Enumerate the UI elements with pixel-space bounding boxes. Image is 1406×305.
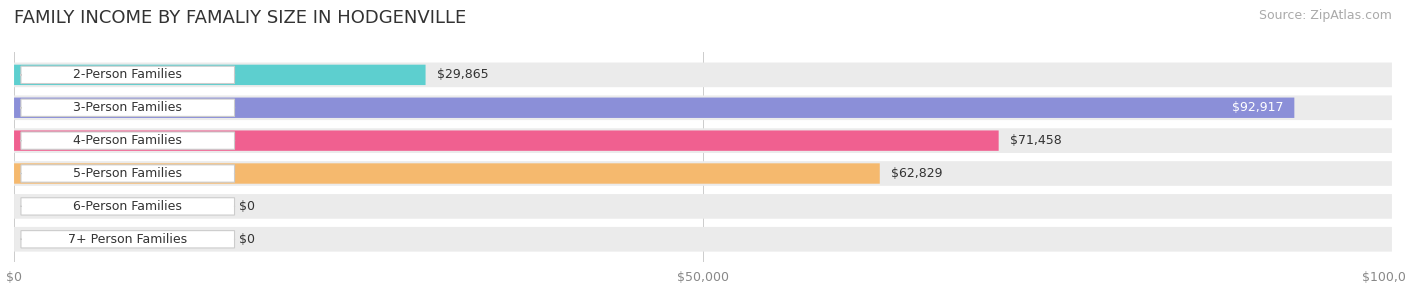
- FancyBboxPatch shape: [21, 99, 235, 117]
- Text: $71,458: $71,458: [1010, 134, 1062, 147]
- FancyBboxPatch shape: [14, 63, 1392, 87]
- FancyBboxPatch shape: [21, 66, 235, 84]
- FancyBboxPatch shape: [21, 132, 235, 149]
- Text: 4-Person Families: 4-Person Families: [73, 134, 183, 147]
- FancyBboxPatch shape: [14, 161, 1392, 186]
- FancyBboxPatch shape: [21, 165, 235, 182]
- Text: 2-Person Families: 2-Person Families: [73, 68, 183, 81]
- FancyBboxPatch shape: [14, 128, 1392, 153]
- FancyBboxPatch shape: [14, 65, 426, 85]
- Text: 6-Person Families: 6-Person Families: [73, 200, 183, 213]
- Text: $29,865: $29,865: [437, 68, 488, 81]
- FancyBboxPatch shape: [14, 194, 1392, 219]
- Text: 7+ Person Families: 7+ Person Families: [67, 233, 187, 246]
- Text: $0: $0: [239, 200, 254, 213]
- Text: $0: $0: [239, 233, 254, 246]
- FancyBboxPatch shape: [14, 98, 1295, 118]
- Text: FAMILY INCOME BY FAMALIY SIZE IN HODGENVILLE: FAMILY INCOME BY FAMALIY SIZE IN HODGENV…: [14, 9, 467, 27]
- Text: $62,829: $62,829: [891, 167, 942, 180]
- Text: 5-Person Families: 5-Person Families: [73, 167, 183, 180]
- FancyBboxPatch shape: [14, 227, 1392, 252]
- FancyBboxPatch shape: [14, 131, 998, 151]
- FancyBboxPatch shape: [14, 163, 880, 184]
- Text: $92,917: $92,917: [1232, 101, 1284, 114]
- Text: Source: ZipAtlas.com: Source: ZipAtlas.com: [1258, 9, 1392, 22]
- FancyBboxPatch shape: [21, 231, 235, 248]
- FancyBboxPatch shape: [21, 198, 235, 215]
- Text: 3-Person Families: 3-Person Families: [73, 101, 183, 114]
- FancyBboxPatch shape: [14, 95, 1392, 120]
